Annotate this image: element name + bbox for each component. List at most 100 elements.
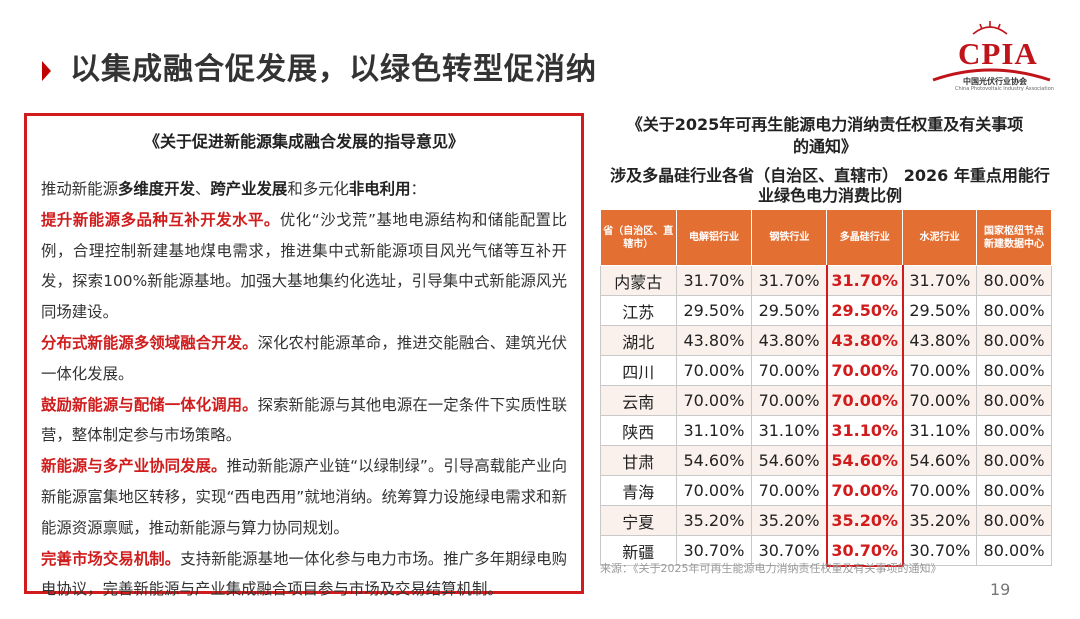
header-datacenter: 国家枢纽节点新建数据中心	[976, 209, 1052, 266]
intro-text-3: 和多元化	[287, 180, 349, 198]
section-heading: 分布式新能源多领域融合开发。	[41, 333, 258, 352]
value-cell: 35.20%	[675, 505, 753, 536]
guidance-title: 《关于促进新能源集成融合发展的指导意见》	[143, 132, 464, 151]
table-header-row: 省（自治区、直辖市） 电解铝行业 钢铁行业 多晶硅行业 水泥行业 国家枢纽节点新…	[600, 209, 1052, 266]
intro-text-4: ：	[410, 180, 426, 198]
section-paragraph: 鼓励新能源与配储一体化调用。探索新能源与其他电源在一定条件下实质性联营，整体制定…	[41, 390, 567, 452]
value-cell: 35.20%	[751, 505, 828, 536]
value-cell: 70.00%	[751, 355, 828, 386]
table-row: 湖北 43.80% 43.80% 43.80% 43.80% 80.00%	[600, 325, 1052, 356]
value-cell: 29.50%	[902, 295, 978, 326]
section-paragraph: 完善市场交易机制。支持新能源基地一体化参与电力市场。推广多年期绿电购电协议，完善…	[41, 544, 567, 606]
value-cell: 80.00%	[976, 265, 1052, 296]
section-paragraph: 新能源与多产业协同发展。推动新能源产业链“以绿制绿”。引导高载能产业向新能源富集…	[41, 451, 567, 543]
section-heading: 新能源与多产业协同发展。	[41, 457, 227, 476]
value-cell: 70.00%	[675, 475, 753, 506]
value-cell: 80.00%	[976, 505, 1052, 536]
province-cell: 甘肃	[600, 445, 677, 476]
header-polysilicon: 多晶硅行业	[826, 209, 904, 266]
value-cell: 30.70%	[825, 535, 904, 567]
value-cell: 30.70%	[675, 535, 753, 566]
value-cell: 35.20%	[902, 505, 978, 536]
logo-subtitle: 中国光伏行业协会	[963, 77, 1027, 86]
value-cell: 31.70%	[751, 265, 828, 296]
intro-bold-1: 多维度开发	[117, 180, 195, 198]
value-cell: 54.60%	[751, 445, 828, 476]
page-title: 以集成融合促发展，以绿色转型促消纳	[70, 52, 597, 87]
value-cell: 70.00%	[675, 355, 753, 386]
logo-text: CPIA	[958, 36, 1038, 71]
value-cell: 80.00%	[976, 325, 1052, 356]
cpia-logo-icon	[932, 21, 1051, 82]
value-cell: 43.80%	[751, 325, 828, 356]
intro-bold-3: 非电利用	[348, 180, 411, 198]
section-body: 支持新能源基地一体化参与电力市场。推广多年期绿电购电协议，完善新能源与产业集成融…	[41, 549, 567, 599]
value-cell: 29.50%	[825, 295, 904, 326]
value-cell: 70.00%	[902, 355, 978, 386]
value-cell: 70.00%	[825, 355, 904, 386]
section-body: 深化农村能源革命，推进交能融合、建筑光伏一体化发展。	[41, 333, 567, 383]
province-cell: 云南	[600, 385, 677, 416]
value-cell: 29.50%	[675, 295, 753, 326]
province-cell: 宁夏	[600, 505, 677, 536]
header-steel: 钢铁行业	[751, 209, 828, 266]
value-cell: 43.80%	[825, 325, 904, 356]
table-row: 江苏 29.50% 29.50% 29.50% 29.50% 80.00%	[600, 295, 1052, 326]
table-row: 新疆 30.70% 30.70% 30.70% 30.70% 80.00%	[600, 535, 1052, 567]
table-row: 陕西 31.10% 31.10% 31.10% 31.10% 80.00%	[600, 415, 1052, 446]
value-cell: 31.70%	[902, 265, 978, 296]
province-cell: 四川	[600, 355, 677, 386]
value-cell: 70.00%	[675, 385, 753, 416]
value-cell: 70.00%	[751, 475, 828, 506]
value-cell: 80.00%	[976, 385, 1052, 416]
value-cell: 80.00%	[976, 355, 1052, 386]
value-cell: 70.00%	[902, 385, 978, 416]
province-cell: 江苏	[600, 295, 677, 326]
province-cell: 湖北	[600, 325, 677, 356]
intro-paragraph: 推动新能源多维度开发、跨产业发展和多元化非电利用：	[41, 174, 567, 205]
value-cell: 31.70%	[675, 265, 753, 296]
value-cell: 80.00%	[976, 295, 1052, 326]
value-cell: 30.70%	[902, 535, 978, 566]
value-cell: 80.00%	[976, 415, 1052, 446]
value-cell: 43.80%	[902, 325, 978, 356]
table-title: 涉及多晶硅行业各省（自治区、直辖市） 2026 年重点用能行业绿色电力消费比例	[610, 166, 1050, 205]
value-cell: 54.60%	[902, 445, 978, 476]
green-power-table: 省（自治区、直辖市） 电解铝行业 钢铁行业 多晶硅行业 水泥行业 国家枢纽节点新…	[600, 209, 1052, 567]
section-heading: 完善市场交易机制。	[41, 549, 181, 568]
table-row: 内蒙古 31.70% 31.70% 31.70% 31.70% 80.00%	[600, 265, 1052, 296]
table-row: 云南 70.00% 70.00% 70.00% 70.00% 80.00%	[600, 385, 1052, 416]
intro-text-2: 、	[194, 180, 211, 198]
header-cement: 水泥行业	[902, 209, 978, 266]
value-cell: 31.10%	[751, 415, 828, 446]
value-cell: 80.00%	[976, 445, 1052, 476]
value-cell: 31.10%	[825, 415, 904, 446]
table-row: 青海 70.00% 70.00% 70.00% 70.00% 80.00%	[600, 475, 1052, 506]
value-cell: 80.00%	[976, 535, 1052, 566]
table-row: 四川 70.00% 70.00% 70.00% 70.00% 80.00%	[600, 355, 1052, 386]
section-paragraph: 分布式新能源多领域融合开发。深化农村能源革命，推进交能融合、建筑光伏一体化发展。	[41, 328, 567, 390]
section-body: 探索新能源与其他电源在一定条件下实质性联营，整体制定参与市场策略。	[41, 395, 567, 445]
intro-bold-2: 跨产业发展	[210, 180, 288, 198]
value-cell: 31.10%	[902, 415, 978, 446]
value-cell: 35.20%	[825, 505, 904, 536]
title-marker-icon	[42, 61, 51, 81]
value-cell: 29.50%	[751, 295, 828, 326]
province-cell: 青海	[600, 475, 677, 506]
section-body: 推动新能源产业链“以绿制绿”。引导高载能产业向新能源富集地区转移，实现“西电西用…	[41, 457, 567, 537]
value-cell: 70.00%	[825, 475, 904, 506]
value-cell: 31.70%	[825, 265, 904, 296]
value-cell: 70.00%	[751, 385, 828, 416]
header-province: 省（自治区、直辖市）	[600, 209, 677, 266]
notice-title: 《关于2025年可再生能源电力消纳责任权重及有关事项的通知》	[626, 115, 1024, 156]
section-heading: 提升新能源多品种互补开发水平。	[41, 210, 280, 229]
source-note: 来源：《关于2025年可再生能源电力消纳责任权重及有关事项的通知》	[600, 562, 942, 575]
value-cell: 43.80%	[675, 325, 753, 356]
value-cell: 30.70%	[751, 535, 828, 566]
value-cell: 70.00%	[825, 385, 904, 416]
value-cell: 70.00%	[902, 475, 978, 506]
table-row: 宁夏 35.20% 35.20% 35.20% 35.20% 80.00%	[600, 505, 1052, 536]
value-cell: 31.10%	[675, 415, 753, 446]
header-aluminum: 电解铝行业	[675, 209, 753, 266]
value-cell: 80.00%	[976, 475, 1052, 506]
